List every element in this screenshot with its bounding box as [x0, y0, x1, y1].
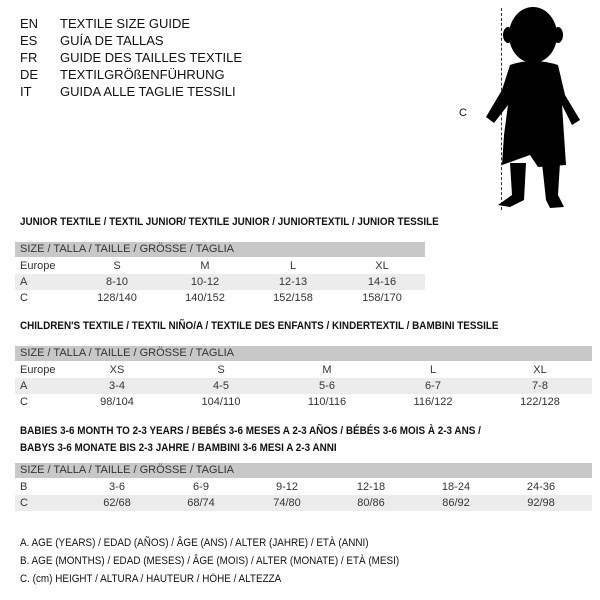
table-row: C 128/140 140/152 152/158 158/170	[20, 292, 402, 304]
table-row: A 8-10 10-12 12-13 14-16	[15, 274, 425, 290]
junior-title: JUNIOR TEXTILE / TEXTIL JUNIOR/ TEXTILE …	[20, 216, 439, 228]
measure-label: C	[459, 107, 467, 119]
lang-code: EN	[20, 16, 39, 31]
lang-code: IT	[20, 84, 32, 99]
table-row: Europe XS S M L XL	[20, 364, 547, 376]
junior-size-header: SIZE / TALLA / TAILLE / GRÖSSE / TAGLIA	[15, 242, 425, 257]
babies-title-line2: BABYS 3-6 MONATE BIS 2-3 JAHRE / BAMBINI…	[20, 442, 337, 454]
lang-title: TEXTILE SIZE GUIDE	[60, 16, 191, 31]
lang-title: GUIDE DES TAILLES TEXTILE	[60, 50, 243, 65]
babies-size-header: SIZE / TALLA / TAILLE / GRÖSSE / TAGLIA	[15, 463, 592, 478]
table-row: Europe S M L XL	[20, 260, 389, 272]
lang-title: GUIDA ALLE TAGLIE TESSILI	[60, 84, 236, 99]
legend-c: C. (cm) HEIGHT / ALTURA / HAUTEUR / HÖHE…	[20, 573, 282, 585]
table-row: A 3-4 4-5 5-6 6-7 7-8	[15, 378, 592, 394]
lang-code: FR	[20, 50, 38, 65]
table-row: C 98/104 104/110 110/116 116/122 122/128	[20, 396, 560, 408]
children-title: CHILDREN'S TEXTILE / TEXTIL NIÑO/A / TEX…	[20, 320, 499, 332]
lang-code: DE	[20, 67, 39, 82]
legend-a: A. AGE (YEARS) / EDAD (AÑOS) / ÂGE (ANS)…	[20, 537, 369, 549]
lang-title: TEXTILGRÖßENFÜHRUNG	[60, 67, 225, 82]
table-row: C 62/68 68/74 74/80 80/86 86/92 92/98	[15, 495, 592, 511]
lang-code: ES	[20, 33, 38, 48]
table-row: B 3-6 6-9 9-12 12-18 18-24 24-36	[20, 481, 556, 493]
legend-b: B. AGE (MONTHS) / EDAD (MESES) / ÂGE (MO…	[20, 555, 400, 567]
babies-title-line1: BABIES 3-6 MONTH TO 2-3 YEARS / BEBÉS 3-…	[20, 425, 481, 437]
child-silhouette-icon	[486, 7, 580, 208]
children-size-header: SIZE / TALLA / TAILLE / GRÖSSE / TAGLIA	[15, 346, 592, 361]
lang-title: GUÍA DE TALLAS	[60, 33, 164, 48]
